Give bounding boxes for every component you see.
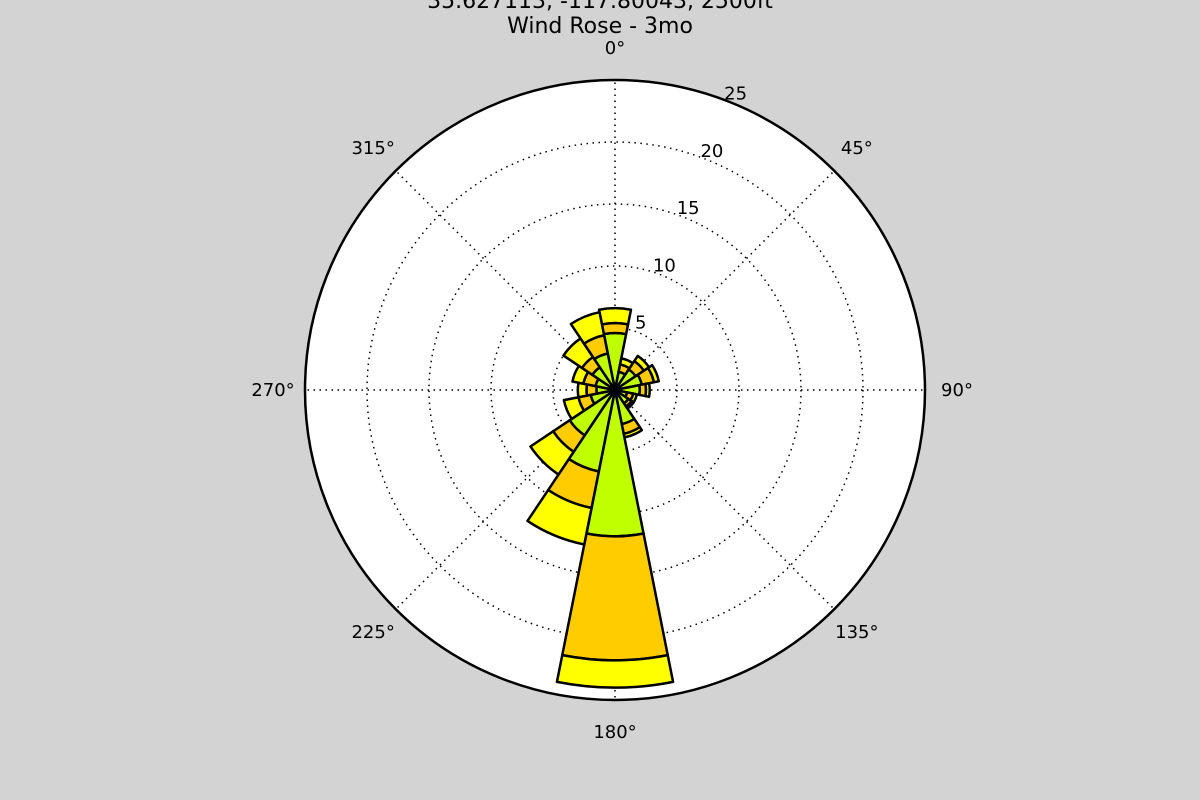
angle-tick-label-270: 270° xyxy=(251,380,294,401)
angle-tick-label-225: 225° xyxy=(351,622,394,643)
angle-tick-label-0: 0° xyxy=(605,38,625,59)
angle-tick-label-90: 90° xyxy=(941,380,973,401)
wind-bar-67.5-segment-2 xyxy=(646,363,661,384)
wind-bar-0-segment-2 xyxy=(597,306,633,326)
radial-tick-label-20: 20 xyxy=(700,141,723,162)
angle-tick-label-180: 180° xyxy=(593,722,636,743)
radial-grid-circle-10 xyxy=(490,265,740,515)
angular-grid-line-135 xyxy=(614,389,835,610)
angular-grid-line-45 xyxy=(614,170,835,391)
wind-rose-bars xyxy=(526,306,675,689)
wind-bar-337.5-segment-2 xyxy=(569,310,606,345)
radial-tick-label-5: 5 xyxy=(635,313,646,334)
radial-tick-label-10: 10 xyxy=(653,255,676,276)
radial-tick-label-15: 15 xyxy=(677,198,700,219)
chart-title-line-1: 35.627113, -117.80043, 2500ft xyxy=(427,0,773,14)
angle-tick-label-135: 135° xyxy=(835,622,878,643)
axis-labels: 5 10 15 20 25 0° 45° 90° 135° 180° 225° 270° 315° xyxy=(251,38,973,743)
wind-bar-202.5-segment-2 xyxy=(526,488,593,546)
wind-bar-180-segment-2 xyxy=(555,653,675,689)
radial-grid-circle-20 xyxy=(366,141,864,639)
angular-grid-line-225 xyxy=(395,389,616,610)
chart-title-line-2: Wind Rose - 3mo xyxy=(507,14,693,39)
radial-tick-label-25: 25 xyxy=(724,84,747,105)
wind-bar-90-segment-2 xyxy=(644,381,651,399)
polar-frame xyxy=(303,78,927,702)
angular-grid-line-315 xyxy=(395,170,616,391)
angle-tick-label-45: 45° xyxy=(841,138,873,159)
wind-bar-225-segment-2 xyxy=(529,430,575,476)
angle-tick-label-315: 315° xyxy=(351,138,394,159)
